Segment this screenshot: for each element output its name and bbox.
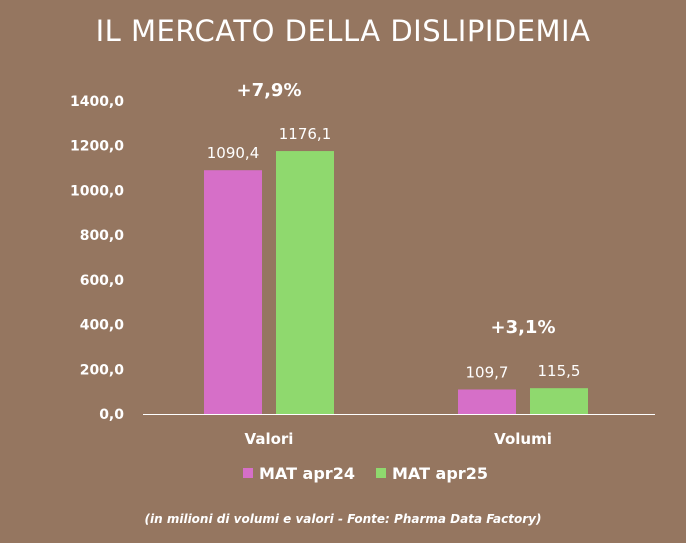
chart-title: IL MERCATO DELLA DISLIPIDEMIA <box>95 14 591 48</box>
source-footnote: (in milioni di volumi e valori - Fonte: … <box>144 512 542 526</box>
y-tick-label: 400,0 <box>80 318 125 334</box>
y-tick-label: 600,0 <box>80 273 125 289</box>
data-label: 109,7 <box>466 363 509 381</box>
y-tick-label: 0,0 <box>99 407 124 423</box>
growth-label: +3,1% <box>490 317 555 338</box>
y-tick-label: 1400,0 <box>70 94 124 110</box>
y-tick-label: 1000,0 <box>70 183 124 199</box>
legend-swatch <box>376 468 386 478</box>
data-label: 1176,1 <box>279 125 332 143</box>
data-label: 1090,4 <box>207 144 260 162</box>
growth-label: +7,9% <box>236 80 301 101</box>
x-category-label: Volumi <box>494 430 552 448</box>
data-label: 115,5 <box>538 362 581 380</box>
bar-mat-apr24 <box>204 170 262 414</box>
legend-label: MAT apr25 <box>392 464 488 483</box>
bar-chart: 0,0 200,0 400,0 600,0 800,0 1000,0 1200,0 1400,… <box>70 80 655 483</box>
y-tick-label: 1200,0 <box>70 139 124 155</box>
legend-swatch <box>243 468 253 478</box>
bar-mat-apr25 <box>276 151 334 414</box>
bar-mat-apr25 <box>530 388 588 414</box>
y-tick-label: 800,0 <box>80 228 125 244</box>
x-category-label: Valori <box>245 430 294 448</box>
bar-mat-apr24 <box>458 389 516 414</box>
legend-label: MAT apr24 <box>259 464 355 483</box>
y-tick-label: 200,0 <box>80 362 125 378</box>
